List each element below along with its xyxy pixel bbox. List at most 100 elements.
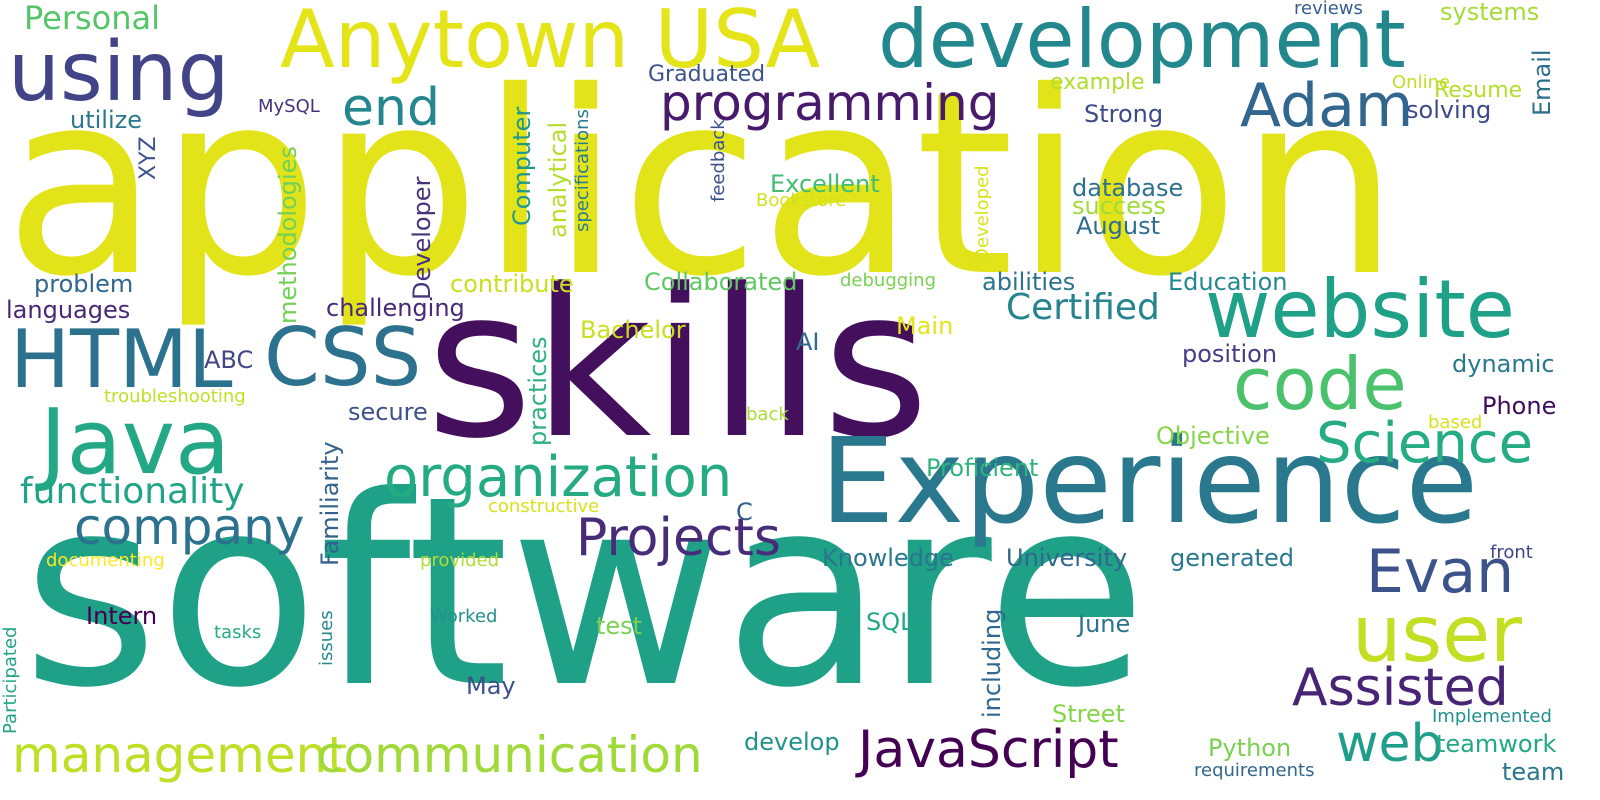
word-teamwork: teamwork — [1436, 730, 1557, 758]
word-python: Python — [1208, 734, 1292, 762]
word-assisted: Assisted — [1292, 658, 1509, 718]
word-user: user — [1352, 590, 1523, 680]
word-phone: Phone — [1482, 392, 1557, 420]
word-participated: Participated — [0, 626, 21, 734]
word-develop: develop — [744, 728, 840, 756]
word-objective: Objective — [1156, 422, 1270, 450]
word-education: Education — [1168, 268, 1288, 296]
word-tasks: tasks — [214, 622, 262, 643]
word-university: University — [1006, 544, 1128, 572]
word-html: HTML — [10, 313, 233, 406]
word-javascript: JavaScript — [858, 720, 1119, 780]
word-test: test — [596, 612, 643, 640]
word-abc: ABC — [204, 346, 254, 374]
word-knowledge: Knowledge — [822, 544, 954, 572]
word-using: using — [8, 25, 230, 120]
word-developed: Developed — [972, 165, 993, 262]
word-abilities: abilities — [982, 268, 1076, 296]
word-troubleshooting: troubleshooting — [104, 386, 246, 407]
word-web: web — [1336, 714, 1444, 774]
word-practices: practices — [524, 336, 552, 446]
word-generated: generated — [1170, 544, 1294, 572]
word-communication: communication — [316, 726, 703, 784]
word-xyz: XYZ — [136, 136, 161, 180]
word-development: development — [878, 0, 1406, 86]
word-based: based — [1428, 412, 1483, 433]
word-developer: Developer — [408, 176, 436, 300]
word-secure: secure — [348, 398, 428, 426]
word-strong: Strong — [1084, 100, 1164, 128]
word-code: code — [1233, 342, 1407, 426]
word-success: success — [1072, 192, 1166, 220]
word-computer: Computer — [508, 106, 536, 226]
word-street: Street — [1052, 700, 1125, 728]
word-css: CSS — [264, 311, 422, 404]
word-requirements: requirements — [1194, 760, 1315, 781]
word-ai: AI — [796, 328, 820, 356]
word-software: software — [22, 440, 1148, 745]
word-team: team — [1502, 758, 1565, 786]
word-experience: Experience — [820, 412, 1479, 550]
word-constructive: constructive — [488, 496, 600, 517]
word-bachelor: Bachelor — [580, 316, 686, 344]
word-excellent: Excellent — [770, 170, 880, 198]
word-debugging: debugging — [840, 270, 937, 291]
word-position: position — [1182, 340, 1278, 368]
word-issues: issues — [316, 610, 337, 666]
word-graduated: Graduated — [648, 62, 766, 87]
word-august: August — [1076, 212, 1160, 240]
word-online: Online — [1392, 72, 1451, 93]
word-back: back — [746, 404, 789, 425]
word-june: June — [1078, 610, 1131, 638]
word-website: website — [1205, 263, 1515, 356]
word-contribute: contribute — [450, 270, 574, 298]
word-java: Java — [40, 390, 231, 495]
word-projects: Projects — [576, 508, 782, 568]
word-front: front — [1490, 542, 1533, 563]
word-dynamic: dynamic — [1452, 350, 1555, 378]
word-feedback: feedback — [708, 119, 729, 202]
word-email: Email — [1528, 49, 1556, 116]
word-analytical: analytical — [544, 121, 572, 238]
word-programming: programming — [660, 74, 1000, 132]
word-company: company — [74, 498, 305, 556]
word-intern: Intern — [86, 602, 158, 630]
word-certified: Certified — [1006, 287, 1160, 328]
word-documenting: documenting — [46, 550, 165, 571]
word-languages: languages — [6, 296, 131, 324]
word-challenging: challenging — [326, 294, 465, 322]
word-systems: systems — [1440, 0, 1540, 26]
word-proficient: Proficient — [926, 454, 1039, 482]
word-utilize: utilize — [70, 106, 142, 134]
word-specifications: specifications — [572, 109, 593, 232]
word-familiarity: Familiarity — [316, 441, 344, 566]
word-evan: Evan — [1366, 537, 1515, 607]
word-personal: Personal — [24, 0, 161, 37]
word-database: database — [1072, 174, 1184, 202]
word-solving: solving — [1406, 96, 1492, 124]
word-skills: skills — [426, 246, 930, 484]
word-bookstore: Bookstore — [756, 190, 847, 211]
word-resume: Resume — [1434, 78, 1523, 103]
word-main: Main — [896, 312, 954, 340]
word-adam: Adam — [1240, 71, 1414, 141]
word-organization: organization — [384, 445, 733, 510]
word-example: example — [1050, 70, 1145, 95]
word-collaborated: Collaborated — [644, 268, 798, 296]
word-methodologies: methodologies — [274, 146, 302, 324]
word-sql: SQL — [866, 608, 914, 636]
word-end: end — [342, 78, 440, 138]
word-science: Science — [1316, 411, 1534, 476]
word-including: including — [978, 608, 1006, 718]
word-implemented: Implemented — [1432, 706, 1552, 727]
word-c: C — [736, 498, 753, 526]
word-worked: Worked — [430, 606, 498, 627]
word-functionality: functionality — [20, 471, 245, 512]
word-reviews: reviews — [1294, 0, 1363, 19]
word-mysql: MySQL — [258, 96, 320, 117]
word-may: May — [466, 672, 516, 700]
word-management: management — [12, 726, 347, 784]
word-anytown-usa: Anytown USA — [280, 0, 821, 86]
word-problem: problem — [34, 270, 134, 298]
